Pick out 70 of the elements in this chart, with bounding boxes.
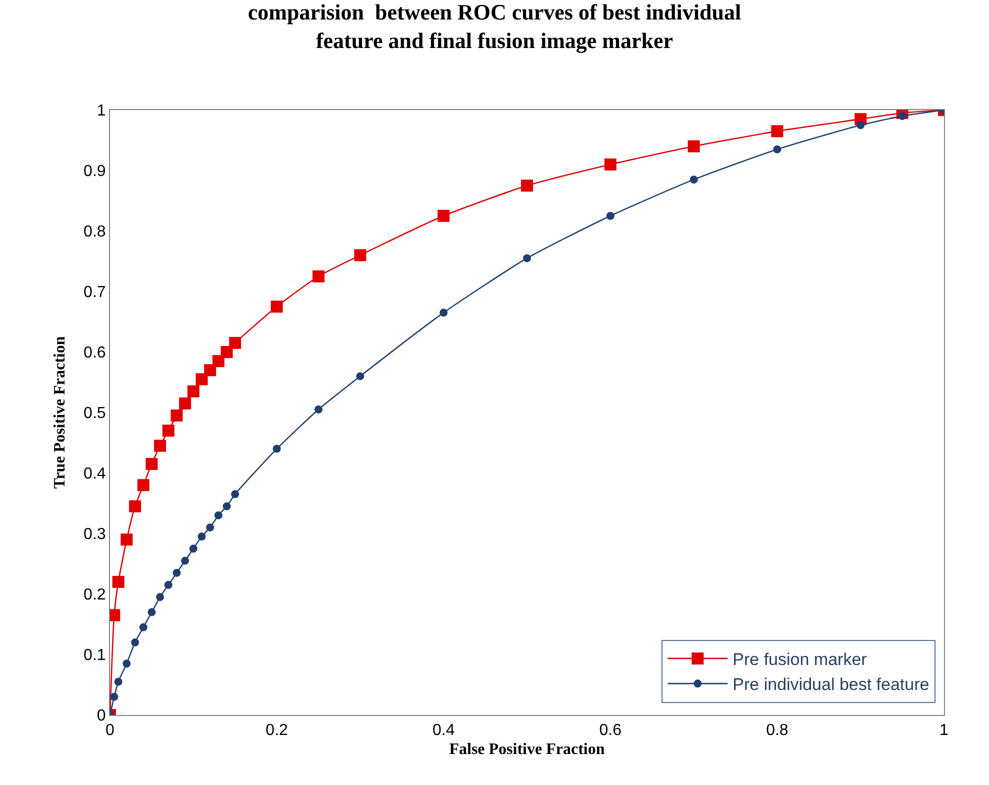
point: [220, 346, 233, 358]
point: [112, 576, 124, 588]
point: [139, 623, 148, 632]
point: [120, 534, 133, 546]
point: [312, 270, 324, 282]
y-tick-label: 0.2: [84, 586, 106, 604]
point: [222, 502, 231, 510]
point: [181, 556, 190, 565]
point: [856, 121, 865, 130]
point: [606, 212, 614, 220]
point: [521, 180, 533, 192]
x-tick-label: 0.6: [599, 722, 622, 740]
line-series: [110, 110, 944, 715]
point: [688, 140, 700, 152]
point: [122, 660, 131, 668]
point: [231, 490, 240, 498]
point: [189, 544, 198, 553]
x-tick-label: 0.4: [432, 722, 455, 740]
chart-title: comparision between ROC curves of best individual feature and final fusion image marker: [248, 0, 742, 54]
y-tick-label: 0.1: [84, 647, 106, 664]
point: [137, 479, 150, 492]
point: [146, 458, 158, 470]
point: [179, 397, 192, 410]
y-tick-label: 0.6: [84, 344, 106, 362]
point: [212, 355, 224, 368]
point: [131, 638, 140, 646]
point: [270, 300, 283, 313]
point: [172, 568, 181, 577]
point: [229, 336, 242, 349]
legend-label: Pre individual best feature: [732, 675, 930, 694]
point: [356, 372, 364, 380]
point: [196, 373, 208, 386]
point: [162, 424, 174, 437]
point: [354, 249, 366, 262]
y-axis-title: True Positive Fraction: [51, 336, 68, 489]
point: [773, 145, 782, 154]
point: [214, 511, 222, 520]
point: [154, 440, 166, 452]
y-tick-label: 1: [96, 102, 106, 120]
point: [771, 125, 784, 138]
y-tick-label: 0: [96, 708, 106, 725]
point: [114, 678, 122, 686]
point: [272, 444, 281, 453]
point: [690, 176, 698, 184]
y-tick-label: 0.7: [84, 284, 106, 302]
point: [187, 385, 200, 398]
y-tick-label: 0.3: [84, 526, 106, 544]
x-axis-title: False Positive Fraction: [449, 740, 605, 758]
point: [604, 158, 616, 170]
point: [110, 692, 118, 701]
point: [314, 405, 322, 414]
point: [206, 523, 214, 532]
point: [440, 308, 448, 317]
legend-label: Pre fusion marker: [732, 650, 868, 670]
point: [164, 580, 172, 589]
point: [156, 593, 164, 602]
point: [170, 410, 183, 422]
y-tick-label: 0.9: [84, 163, 106, 180]
point: [204, 364, 216, 376]
x-tick-label: 0.2: [266, 722, 288, 740]
point: [129, 500, 142, 512]
point: [148, 608, 156, 616]
point: [438, 210, 450, 222]
y-tick-label: 0.8: [84, 224, 106, 241]
point: [523, 254, 531, 262]
point: [198, 532, 206, 541]
y-tick-label: 0.4: [84, 466, 106, 483]
y-tick-label: 0.5: [84, 405, 106, 422]
x-tick-label: 0.8: [766, 722, 788, 740]
x-tick-label: 1: [940, 722, 949, 740]
